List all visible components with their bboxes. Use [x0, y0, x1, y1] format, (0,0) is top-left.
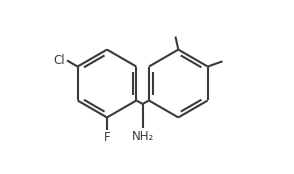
Text: Cl: Cl	[54, 54, 65, 67]
Text: NH₂: NH₂	[131, 130, 154, 143]
Text: F: F	[104, 131, 110, 144]
